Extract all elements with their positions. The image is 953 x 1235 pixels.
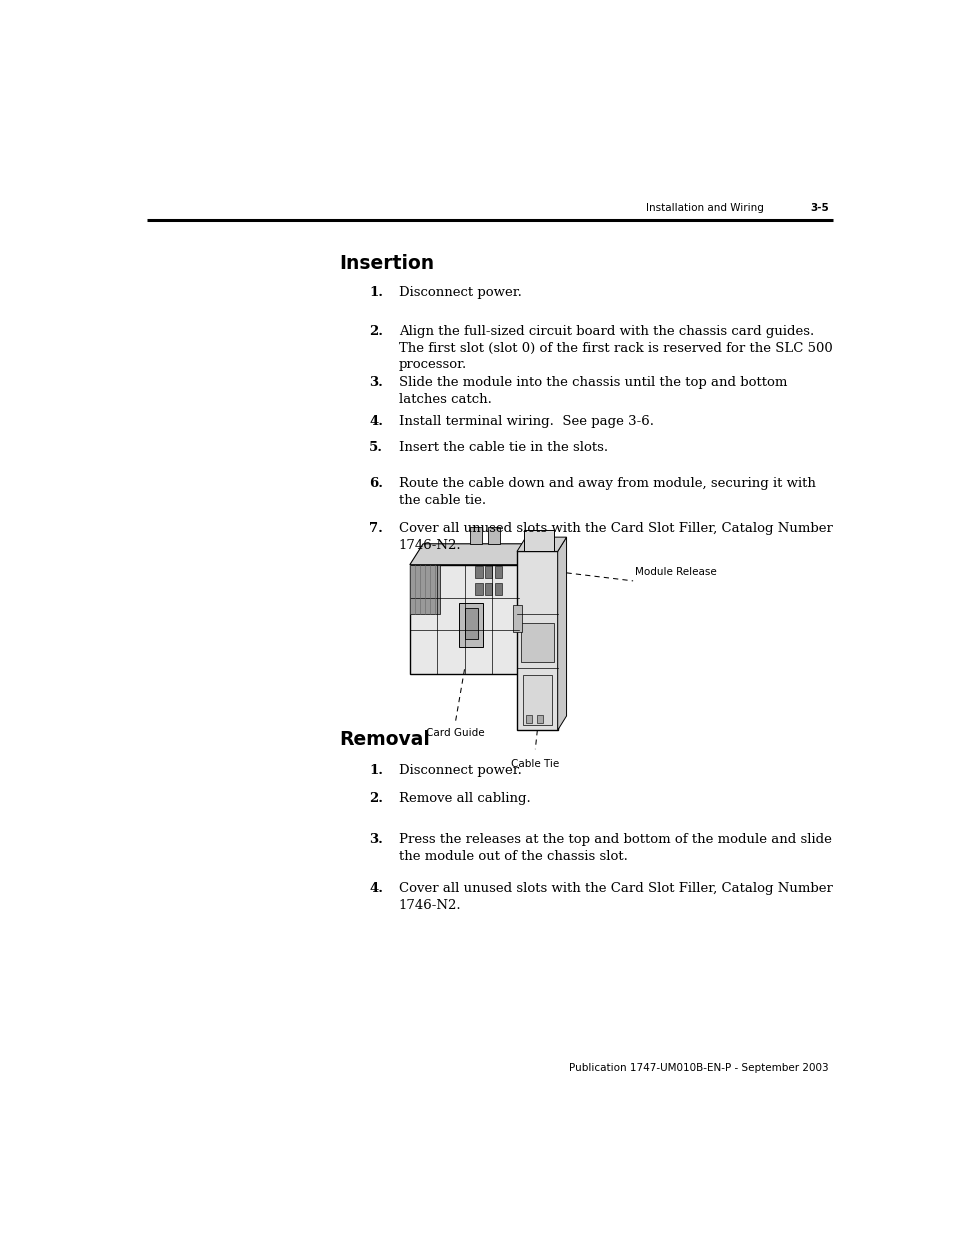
Bar (488, 526, 499, 543)
Bar (495, 583, 501, 595)
Text: Route the cable down and away from module, securing it with: Route the cable down and away from modul… (398, 477, 815, 490)
Bar (410, 564, 440, 614)
Text: 5.: 5. (369, 441, 383, 454)
Text: 1.: 1. (369, 287, 383, 299)
Bar (484, 566, 492, 578)
Text: Align the full-sized circuit board with the chassis card guides.: Align the full-sized circuit board with … (398, 325, 813, 338)
Text: Cover all unused slots with the Card Slot Filler, Catalog Number: Cover all unused slots with the Card Slo… (398, 522, 832, 535)
Bar (484, 583, 492, 595)
Text: 1746-N2.: 1746-N2. (398, 538, 461, 552)
Text: 6.: 6. (369, 477, 383, 490)
Text: Installation and Wiring: Installation and Wiring (645, 204, 763, 214)
Text: 2.: 2. (369, 792, 383, 805)
Bar (410, 564, 518, 674)
Polygon shape (524, 531, 554, 551)
Text: Card Guide: Card Guide (426, 729, 484, 739)
Text: latches catch.: latches catch. (398, 393, 491, 406)
Polygon shape (518, 543, 532, 674)
Text: Insertion: Insertion (338, 254, 434, 273)
Text: Module Release: Module Release (634, 567, 716, 577)
Bar (464, 609, 477, 638)
Polygon shape (410, 543, 532, 564)
Text: 3-5: 3-5 (809, 204, 828, 214)
Polygon shape (558, 537, 566, 730)
Text: 1.: 1. (369, 764, 383, 777)
Bar (470, 526, 481, 543)
Text: Disconnect power.: Disconnect power. (398, 287, 521, 299)
Text: Slide the module into the chassis until the top and bottom: Slide the module into the chassis until … (398, 377, 786, 389)
Text: 7.: 7. (369, 522, 382, 535)
Bar (525, 715, 531, 722)
Text: Cover all unused slots with the Card Slot Filler, Catalog Number: Cover all unused slots with the Card Slo… (398, 882, 832, 895)
Text: Cable Tie: Cable Tie (511, 758, 558, 768)
Text: 1746-N2.: 1746-N2. (398, 899, 461, 911)
Bar (475, 583, 482, 595)
Text: 3.: 3. (369, 832, 382, 846)
Text: the cable tie.: the cable tie. (398, 494, 485, 506)
Text: Disconnect power.: Disconnect power. (398, 764, 521, 777)
Text: Publication 1747-UM010B-EN-P - September 2003: Publication 1747-UM010B-EN-P - September… (569, 1063, 828, 1073)
Bar (520, 622, 554, 662)
Text: 3.: 3. (369, 377, 382, 389)
Bar (495, 566, 501, 578)
Text: Removal: Removal (338, 730, 429, 750)
Text: Press the releases at the top and bottom of the module and slide: Press the releases at the top and bottom… (398, 832, 831, 846)
Text: Install terminal wiring.  See page 3-6.: Install terminal wiring. See page 3-6. (398, 415, 653, 429)
Polygon shape (517, 537, 566, 551)
Text: Insert the cable tie in the slots.: Insert the cable tie in the slots. (398, 441, 607, 454)
Bar (513, 605, 521, 632)
Bar (458, 603, 482, 647)
Bar (475, 566, 482, 578)
Text: 2.: 2. (369, 325, 383, 338)
Text: Remove all cabling.: Remove all cabling. (398, 792, 530, 805)
Text: 4.: 4. (369, 882, 383, 895)
Text: the module out of the chassis slot.: the module out of the chassis slot. (398, 850, 627, 862)
Text: 4.: 4. (369, 415, 383, 429)
Text: processor.: processor. (398, 358, 466, 372)
Bar (537, 715, 542, 722)
Text: The first slot (slot 0) of the first rack is reserved for the SLC 500: The first slot (slot 0) of the first rac… (398, 342, 832, 354)
Bar (522, 676, 551, 725)
Bar (517, 551, 558, 730)
